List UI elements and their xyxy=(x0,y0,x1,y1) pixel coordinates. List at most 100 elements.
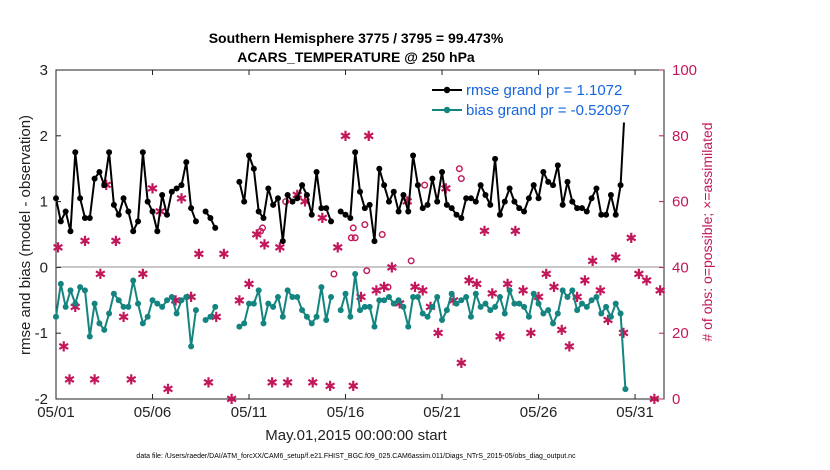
obs-assimilated-marker: ✱ xyxy=(233,293,245,309)
legend-rmse-marker xyxy=(443,86,451,94)
chart-title-line1: Southern Hemisphere 3775 / 3795 = 99.473… xyxy=(209,30,504,46)
series-bias-point xyxy=(400,303,407,310)
series-rmse-point xyxy=(443,201,450,208)
series-bias-point xyxy=(574,307,581,314)
series-bias-point xyxy=(86,333,93,340)
series-bias-point xyxy=(163,297,170,304)
series-bias-point xyxy=(347,313,354,320)
series-rmse-point xyxy=(554,162,561,169)
series-rmse-point xyxy=(323,205,330,212)
obs-assimilated-marker: ✱ xyxy=(193,247,205,263)
series-rmse-point xyxy=(120,195,127,202)
series-bias-point xyxy=(130,277,137,284)
series-rmse-point xyxy=(183,159,190,166)
series-rmse-point xyxy=(390,188,397,195)
y-right-tick-label: 80 xyxy=(672,128,689,145)
series-bias-point xyxy=(390,300,397,307)
series-rmse-point xyxy=(477,182,484,189)
chart-title-line2: ACARS_TEMPERATURE @ 250 hPa xyxy=(237,49,475,65)
obs-assimilated-marker: ✱ xyxy=(185,290,197,306)
series-bias-point xyxy=(511,300,518,307)
obs-possible-marker xyxy=(347,234,355,242)
obs-possible-marker xyxy=(384,283,392,291)
series-rmse-point xyxy=(598,211,605,218)
obs-assimilated-marker: ✱ xyxy=(226,392,238,408)
series-bias-point xyxy=(617,310,624,317)
series-bias-point xyxy=(376,297,383,304)
plot-area xyxy=(55,69,665,400)
x-tick-label: 05/31 xyxy=(616,404,654,421)
series-bias-point xyxy=(429,303,436,310)
series-bias-point xyxy=(545,307,552,314)
series-bias-point xyxy=(241,320,248,327)
series-bias-point xyxy=(159,303,166,310)
y-axis-right-label: # of obs: o=possible; ×=assimilated xyxy=(699,122,715,341)
series-rmse-point xyxy=(86,215,93,222)
obs-possible-marker xyxy=(421,181,429,189)
obs-assimilated-marker: ✱ xyxy=(625,231,637,247)
obs-assimilated-marker: ✱ xyxy=(79,234,91,250)
obs-assimilated-marker: ✱ xyxy=(137,267,149,283)
series-bias-point xyxy=(381,297,388,304)
series-rmse-point xyxy=(342,211,349,218)
series-bias-point xyxy=(588,297,595,304)
obs-assimilated-marker: ✱ xyxy=(259,237,271,253)
series-rmse-point xyxy=(385,198,392,205)
series-bias-point xyxy=(603,303,610,310)
series-bias-point xyxy=(564,294,571,301)
series-rmse-point xyxy=(439,168,446,175)
obs-assimilated-marker: ✱ xyxy=(471,277,483,293)
series-rmse-point xyxy=(535,195,542,202)
series-rmse-point xyxy=(246,152,253,159)
obs-assimilated-marker: ✱ xyxy=(299,195,311,211)
obs-assimilated-marker: ✱ xyxy=(307,376,319,392)
series-rmse-point xyxy=(588,195,595,202)
series-rmse-point xyxy=(400,192,407,199)
series-bias-point xyxy=(250,300,257,307)
y-right-tick-label: 20 xyxy=(672,325,689,342)
y-axis-left-label: rmse and bias (model - observation) xyxy=(17,115,34,355)
series-bias-point xyxy=(154,300,161,307)
x-tick-label: 05/21 xyxy=(423,404,461,421)
y-left-tick-label: 3 xyxy=(40,62,48,79)
series-bias-point xyxy=(188,343,195,350)
x-tick-label: 05/16 xyxy=(327,404,365,421)
series-rmse-point xyxy=(414,182,421,189)
series-bias-point xyxy=(448,290,455,297)
series-rmse-point xyxy=(419,205,426,212)
legend-rmse-label: rmse grand pr = 1.1072 xyxy=(466,82,622,99)
obs-assimilated-marker: ✱ xyxy=(69,300,81,316)
obs-assimilated-marker: ✱ xyxy=(432,326,444,342)
series-bias-point xyxy=(521,303,528,310)
series-rmse-point xyxy=(274,195,281,202)
series-rmse-point xyxy=(448,205,455,212)
series-rmse-point xyxy=(453,211,460,218)
series-rmse-point xyxy=(299,182,306,189)
series-bias-point xyxy=(255,287,262,294)
series-bias-point xyxy=(607,313,614,320)
series-bias-point xyxy=(569,287,576,294)
series-bias-point xyxy=(492,303,499,310)
obs-assimilated-marker: ✱ xyxy=(494,329,506,345)
legend-bias-marker xyxy=(443,106,451,114)
series-rmse-point xyxy=(289,198,296,205)
series-rmse-point xyxy=(328,218,335,225)
obs-assimilated-marker: ✱ xyxy=(602,313,614,329)
obs-assimilated-marker: ✱ xyxy=(95,267,107,283)
obs-possible-markers xyxy=(257,165,465,291)
series-rmse-point xyxy=(521,208,528,215)
series-bias-point xyxy=(366,303,373,310)
series-bias-point xyxy=(318,284,325,291)
series-rmse-point xyxy=(506,185,513,192)
obs-assimilated-marker: ✱ xyxy=(203,376,215,392)
y-right-tick-label: 0 xyxy=(672,391,680,408)
series-bias-point xyxy=(135,300,142,307)
series-rmse-point xyxy=(516,205,523,212)
series-bias-point xyxy=(81,287,88,294)
series-bias-point xyxy=(472,290,479,297)
obs-assimilated-marker: ✱ xyxy=(510,224,522,240)
obs-assimilated-marker: ✱ xyxy=(210,310,222,326)
series-bias-point xyxy=(443,307,450,314)
obs-assimilated-marker: ✱ xyxy=(324,379,336,395)
